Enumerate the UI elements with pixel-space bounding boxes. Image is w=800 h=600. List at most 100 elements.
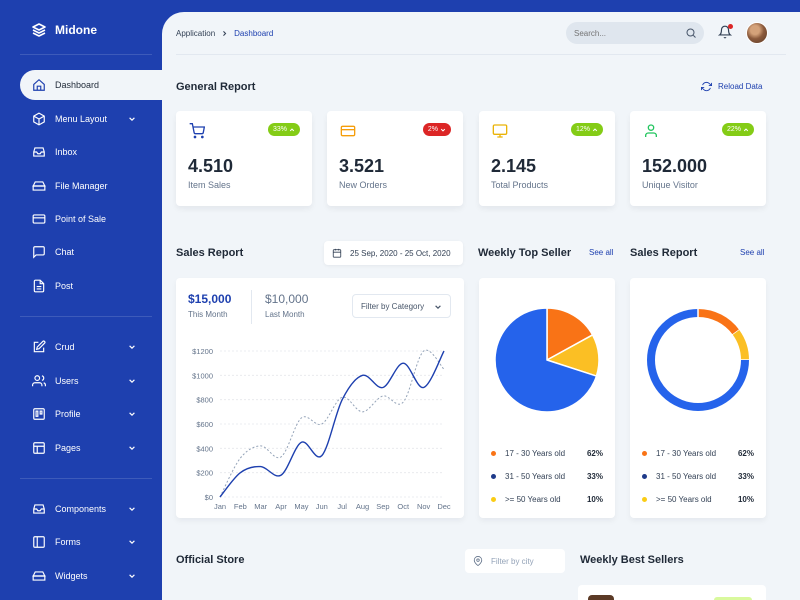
- legend-label: >= 50 Years old: [656, 495, 712, 504]
- reload-data-button[interactable]: Reload Data: [701, 81, 762, 92]
- sales-report-donut-card: 17 - 30 Years old 62% 31 - 50 Years old …: [630, 278, 766, 518]
- chevron-up-icon: [592, 127, 598, 131]
- chevron-down-icon: [129, 345, 135, 350]
- chevron-down-icon: [129, 574, 135, 579]
- trend-badge[interactable]: 12%: [570, 123, 603, 136]
- breadcrumb-item-current[interactable]: Dashboard: [234, 29, 274, 38]
- credit-card-icon: [32, 212, 46, 226]
- y-tick-label: $800: [196, 396, 213, 405]
- sidebar-item-users[interactable]: Users: [20, 366, 162, 396]
- sidebar: Midone Dashboard Menu Layout Inbox File …: [0, 0, 165, 600]
- legend-value: 62%: [586, 449, 603, 458]
- legend-label: >= 50 Years old: [505, 495, 561, 504]
- divider: [20, 316, 152, 317]
- sidebar-item-profile[interactable]: Profile: [20, 399, 162, 429]
- y-tick-label: $200: [196, 469, 213, 478]
- file-text-icon: [32, 279, 46, 293]
- stat-card-item-sales[interactable]: 33% 4.510 Item Sales: [176, 111, 312, 206]
- sidebar-item-components[interactable]: Components: [20, 494, 162, 524]
- age-donut-chart: [647, 308, 750, 411]
- hard-drive-icon: [32, 179, 46, 193]
- divider: [20, 478, 152, 479]
- date-range-picker[interactable]: 25 Sep, 2020 - 25 Oct, 2020: [324, 241, 463, 265]
- x-tick-label: Mar: [254, 502, 267, 511]
- last-month-value: $10,000: [265, 292, 309, 306]
- sidebar-item-forms[interactable]: Forms: [20, 527, 162, 557]
- filter-by-category-dropdown[interactable]: Filter by Category: [352, 294, 451, 318]
- trend-badge[interactable]: 22%: [721, 123, 754, 136]
- sidebar-icon: [32, 535, 46, 549]
- trello-icon: [32, 407, 46, 421]
- best-seller-card[interactable]: [578, 585, 766, 600]
- search-input[interactable]: [574, 28, 684, 38]
- sidebar-item-label: Post: [55, 281, 74, 291]
- legend-dot: [491, 474, 496, 479]
- donut-segment: [697, 309, 740, 335]
- chevron-down-icon: [129, 540, 135, 545]
- sales-report-title: Sales Report: [176, 247, 244, 259]
- sidebar-item-crud[interactable]: Crud: [20, 332, 162, 362]
- donut-gap: [731, 328, 741, 336]
- sidebar-item-label: File Manager: [55, 181, 108, 191]
- legend-label: 17 - 30 Years old: [656, 449, 717, 458]
- weekly-top-seller-title: Weekly Top Seller: [478, 247, 572, 259]
- x-tick-label: Sep: [376, 502, 389, 511]
- trend-badge[interactable]: 2%: [422, 123, 451, 136]
- divider: [20, 54, 152, 55]
- sidebar-item-label: Profile: [55, 409, 81, 419]
- sidebar-item-chat[interactable]: Chat: [20, 237, 162, 267]
- sidebar-item-label: Pages: [55, 443, 81, 453]
- stat-card-total-products[interactable]: 12% 2.145 Total Products: [479, 111, 615, 206]
- general-report-title: General Report: [176, 81, 256, 93]
- chevron-up-icon: [289, 127, 295, 131]
- sidebar-item-label: Widgets: [55, 571, 88, 581]
- search-icon[interactable]: [685, 27, 697, 39]
- x-tick-label: Aug: [356, 502, 369, 511]
- chevron-down-icon: [129, 379, 135, 384]
- weekly-best-sellers-title: Weekly Best Sellers: [580, 554, 684, 566]
- sidebar-item-point-of-sale[interactable]: Point of Sale: [20, 204, 162, 234]
- sidebar-item-dashboard[interactable]: Dashboard: [20, 70, 165, 100]
- credit-card-icon: [340, 125, 356, 137]
- y-tick-label: $0: [205, 493, 213, 502]
- chevron-right-icon: [223, 31, 227, 36]
- hard-drive-icon: [32, 569, 46, 583]
- see-all-link[interactable]: See all: [589, 248, 614, 257]
- trend-badge[interactable]: 33%: [267, 123, 300, 136]
- chevron-down-icon: [435, 305, 441, 310]
- sidebar-item-inbox[interactable]: Inbox: [20, 137, 162, 167]
- sidebar-item-file-manager[interactable]: File Manager: [20, 171, 162, 201]
- sidebar-item-widgets[interactable]: Widgets: [20, 561, 162, 591]
- x-tick-label: Dec: [437, 502, 451, 511]
- stat-card-unique-visitor[interactable]: 22% 152.000 Unique Visitor: [630, 111, 766, 206]
- filter-by-city-input[interactable]: Filter by city: [465, 549, 565, 573]
- breadcrumb-item[interactable]: Application: [176, 29, 216, 38]
- stat-label: Item Sales: [188, 180, 231, 190]
- refresh-icon: [701, 81, 712, 92]
- weekly-top-seller-card: 17 - 30 Years old 62% 31 - 50 Years old …: [479, 278, 615, 518]
- x-tick-label: May: [294, 502, 308, 511]
- box-icon: [32, 112, 46, 126]
- avatar[interactable]: [746, 22, 768, 44]
- divider: [251, 290, 252, 324]
- sidebar-item-post[interactable]: Post: [20, 271, 162, 301]
- y-tick-label: $400: [196, 444, 213, 453]
- sidebar-item-menu-layout[interactable]: Menu Layout: [20, 104, 162, 134]
- message-square-icon: [32, 245, 46, 259]
- this-month-value: $15,000: [188, 292, 232, 306]
- app-logo[interactable]: Midone: [31, 22, 97, 38]
- stat-card-new-orders[interactable]: 2% 3.521 New Orders: [327, 111, 463, 206]
- stat-label: New Orders: [339, 180, 388, 190]
- pie-slice: [494, 307, 598, 413]
- see-all-link[interactable]: See all: [740, 248, 765, 257]
- layout-icon: [32, 441, 46, 455]
- monitor-icon: [492, 124, 508, 138]
- sales-report-2-title: Sales Report: [630, 247, 698, 259]
- x-tick-label: Nov: [417, 502, 431, 511]
- sidebar-item-pages[interactable]: Pages: [20, 433, 162, 463]
- notifications-button[interactable]: [717, 24, 733, 44]
- sidebar-item-label: Dashboard: [55, 80, 100, 90]
- divider: [176, 54, 786, 55]
- search-box[interactable]: [566, 22, 704, 44]
- legend-dot: [491, 497, 496, 502]
